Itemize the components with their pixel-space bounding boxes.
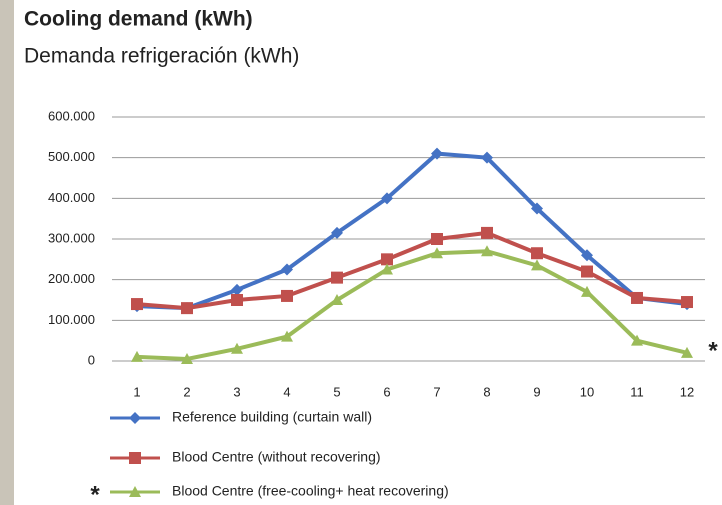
data-point [531, 247, 543, 259]
legend-label: Blood Centre (free-cooling+ heat recover… [172, 483, 449, 499]
y-tick-label: 0 [88, 352, 95, 367]
data-point [281, 290, 293, 302]
x-tick-label: 7 [433, 384, 440, 399]
x-tick-label: 5 [333, 384, 340, 399]
x-tick-label: 1 [133, 384, 140, 399]
x-tick-label: 8 [483, 384, 490, 399]
data-point [231, 294, 243, 306]
y-tick-label: 300.000 [48, 230, 95, 245]
data-point [481, 227, 493, 239]
data-point [581, 266, 593, 278]
chart-subtitle: Demanda refrigeración (kWh) [24, 45, 299, 68]
x-tick-label: 6 [383, 384, 390, 399]
x-tick-label: 12 [680, 384, 694, 399]
page: Cooling demand (kWh) Demanda refrigeraci… [0, 0, 722, 505]
legend-marker [129, 452, 141, 464]
y-tick-label: 400.000 [48, 190, 95, 205]
x-tick-label: 3 [233, 384, 240, 399]
data-point [631, 292, 643, 304]
y-tick-label: 500.000 [48, 149, 95, 164]
y-tick-label: 100.000 [48, 312, 95, 327]
x-tick-label: 10 [580, 384, 594, 399]
annotation: * [708, 337, 718, 364]
photo-edge [0, 0, 14, 505]
chart: Cooling demand (kWh) Demanda refrigeraci… [0, 0, 722, 505]
chart-title: Cooling demand (kWh) [24, 8, 253, 31]
background [0, 0, 722, 505]
annotation: * [90, 481, 100, 505]
y-tick-label: 200.000 [48, 271, 95, 286]
legend-label: Blood Centre (without recovering) [172, 449, 381, 465]
data-point [331, 272, 343, 284]
x-tick-label: 9 [533, 384, 540, 399]
x-tick-label: 2 [183, 384, 190, 399]
data-point [131, 298, 143, 310]
x-tick-label: 11 [630, 384, 644, 399]
legend-label: Reference building (curtain wall) [172, 409, 372, 425]
y-tick-label: 600.000 [48, 108, 95, 123]
data-point [431, 233, 443, 245]
x-tick-label: 4 [283, 384, 290, 399]
data-point [181, 302, 193, 314]
data-point [681, 296, 693, 308]
